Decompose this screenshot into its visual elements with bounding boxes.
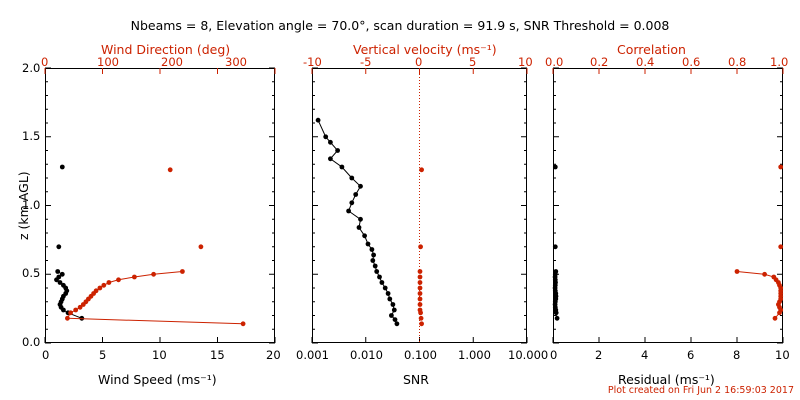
- panel3-bottom-axis-label: Residual (ms⁻¹): [618, 372, 715, 387]
- y-tick-4: 2.0: [22, 61, 41, 75]
- panel2-bottom-tick-2: 0.100: [404, 348, 437, 362]
- panel3-top-tick-4: 0.8: [728, 55, 747, 69]
- panel1-bottom-tick-4: 20: [266, 348, 281, 362]
- panel3-bottom-tick-3: 6: [687, 348, 695, 362]
- panel3-top-tick-3: 0.6: [682, 55, 701, 69]
- panel1-bottom-tick-0: 0: [42, 348, 50, 362]
- panel1-bottom-tick-3: 15: [210, 348, 225, 362]
- panel2-top-tick-4: 10: [518, 55, 533, 69]
- panel1-bottom-tick-1: 5: [99, 348, 107, 362]
- panel2-top-tick-1: -5: [360, 55, 372, 69]
- panel2-bottom-tick-1: 0.010: [350, 348, 383, 362]
- panel3-top-tick-0: 0.0: [545, 55, 564, 69]
- panel3-top-tick-2: 0.4: [636, 55, 655, 69]
- panel2-bottom-tick-3: 1.000: [458, 348, 491, 362]
- panel2-top-tick-3: 5: [469, 55, 477, 69]
- panel2-top-tick-2: 0: [415, 55, 423, 69]
- panel3-bottom-tick-4: 8: [733, 348, 741, 362]
- panel1-top-tick-0: 0: [41, 55, 49, 69]
- panel2-top-tick-0: -10: [303, 55, 322, 69]
- plot-created-note: Plot created on Fri Jun 2 16:59:03 2017: [607, 385, 794, 396]
- panel3-bottom-tick-1: 2: [595, 348, 603, 362]
- panel2-top-axis-label: Vertical velocity (ms⁻¹): [353, 42, 497, 57]
- panel1-top-axis-label: Wind Direction (deg): [101, 42, 231, 57]
- panel3-bottom-tick-2: 4: [641, 348, 649, 362]
- panel1-top-tick-2: 200: [161, 55, 183, 69]
- y-tick-3: 1.5: [22, 129, 41, 143]
- y-tick-2: 1.0: [22, 198, 41, 212]
- panel2-bottom-axis-label: SNR: [403, 372, 429, 387]
- figure-subtitle: Nbeams = 8, Elevation angle = 70.0°, sca…: [130, 18, 670, 33]
- panel1-bottom-tick-2: 10: [152, 348, 167, 362]
- panel3-bottom-tick-0: 0: [550, 348, 558, 362]
- panel1-top-tick-1: 100: [97, 55, 119, 69]
- y-tick-1: 0.5: [22, 266, 41, 280]
- panel1-bottom-axis-label: Wind Speed (ms⁻¹): [98, 372, 217, 387]
- panel2-bottom-tick-0: 0.001: [296, 348, 329, 362]
- y-tick-0: 0.0: [22, 335, 41, 349]
- panel2-bottom-tick-4: 10.000: [508, 348, 549, 362]
- panel1-top-tick-3: 300: [225, 55, 247, 69]
- panel3-top-tick-5: 1.0: [770, 55, 789, 69]
- panel3-top-axis-label: Correlation: [617, 42, 686, 57]
- panel3-bottom-tick-5: 10: [775, 348, 790, 362]
- panel3-top-tick-1: 0.2: [590, 55, 609, 69]
